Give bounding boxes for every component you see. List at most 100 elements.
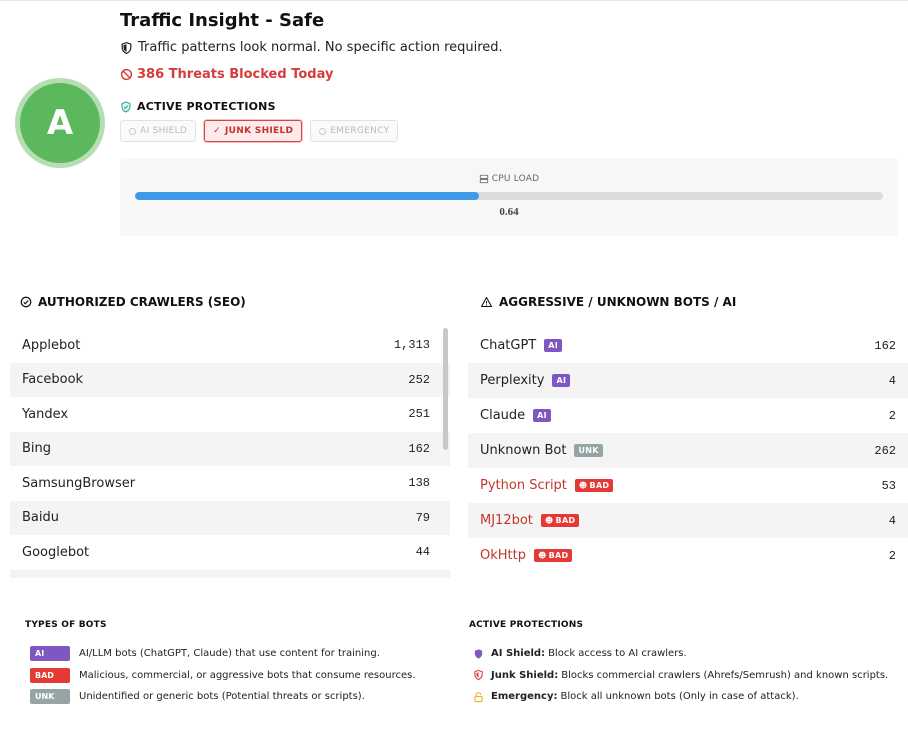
ai-badge: AI	[544, 339, 563, 352]
shield-icon	[121, 41, 132, 54]
bot-count: 4	[888, 513, 896, 528]
crawler-count: 79	[415, 510, 430, 525]
legend-text: Block access to AI crawlers.	[548, 648, 687, 660]
crawler-name: Facebook	[22, 372, 84, 388]
bot-name-text: ChatGPT	[480, 338, 537, 353]
status-message-text: Traffic patterns look normal. No specifi…	[138, 40, 503, 55]
bot-name-text: Python Script	[480, 478, 567, 493]
authorized-list-scrollbar[interactable]	[443, 328, 448, 450]
bot-count: 262	[874, 443, 896, 458]
skull-icon: ☻	[537, 551, 547, 560]
bot-name-text: MJ12bot	[480, 513, 533, 528]
list-item: Yandex 251	[10, 397, 450, 432]
legend-text: Block all unknown bots (Only in case of …	[560, 691, 799, 703]
ai-shield-icon	[471, 648, 485, 660]
list-item: ChatGPT AI 162	[468, 328, 908, 363]
protection-shield-icon	[121, 100, 131, 113]
ai-shield-label: AI SHIELD	[140, 126, 188, 136]
legend-text: Unidentified or generic bots (Potential …	[79, 691, 365, 703]
threats-blocked: 386 Threats Blocked Today	[120, 67, 333, 82]
authorized-crawlers-list[interactable]: Applebot 1,313 Facebook 252 Yandex 251 Bing…	[10, 328, 450, 578]
cpu-load-panel: CPU LOAD 0.64	[120, 158, 898, 236]
crawler-name: Applebot	[22, 337, 81, 353]
bad-legend-badge: BAD	[30, 667, 70, 683]
list-item: Facebook 252	[10, 362, 450, 397]
cpu-load-label: CPU LOAD	[491, 174, 540, 184]
junk-shield-toggle[interactable]: ✓ JUNK SHIELD	[204, 120, 303, 142]
bot-name: Claude AI	[480, 408, 551, 423]
bot-count: 4	[888, 373, 896, 388]
list-item	[10, 569, 450, 578]
bot-name: OkHttp ☻ BAD	[480, 548, 573, 563]
legend-text: AI/LLM bots (ChatGPT, Claude) that use c…	[79, 648, 380, 660]
bot-name-text: OkHttp	[480, 548, 526, 563]
crawler-name: Yandex	[22, 406, 69, 422]
legend-text: Blocks commercial crawlers (Ahrefs/Semru…	[561, 669, 889, 681]
list-item: Googlebot 44	[10, 535, 450, 570]
bad-badge-label: BAD	[589, 481, 610, 490]
unk-legend-badge: UNK	[30, 689, 70, 705]
crawler-count: 44	[415, 545, 430, 560]
page-title: Traffic Insight - Safe	[120, 10, 325, 31]
protections-legend: AI Shield: Block access to AI crawlers. …	[471, 643, 888, 708]
bot-count: 2	[888, 408, 896, 423]
cpu-load-heading: CPU LOAD	[120, 174, 898, 184]
junk-shield-label: JUNK SHIELD	[224, 126, 294, 136]
list-item: Bing 162	[10, 431, 450, 466]
legend-title: Junk Shield:	[491, 669, 559, 681]
top-divider	[0, 0, 908, 1]
bad-badge: ☻ BAD	[540, 514, 580, 527]
bot-name-text: Perplexity	[480, 373, 545, 388]
skull-icon: ☻	[578, 481, 588, 490]
list-item: Claude AI 2	[468, 398, 908, 433]
crawler-name: Googlebot	[22, 544, 90, 560]
crawler-count: 162	[408, 441, 430, 456]
crawler-name: SamsungBrowser	[22, 475, 136, 491]
aggressive-bots-list: ChatGPT AI 162 Perplexity AI 4 Claude AI 2 …	[468, 328, 908, 573]
aggressive-bots-title: AGGRESSIVE / UNKNOWN BOTS / AI	[499, 295, 737, 309]
emergency-label: EMERGENCY	[330, 126, 390, 136]
list-item: OkHttp ☻ BAD 2	[468, 538, 908, 573]
ai-legend-badge: AI	[30, 646, 70, 662]
bad-badge: ☻ BAD	[533, 549, 573, 562]
bot-count: 53	[881, 478, 896, 493]
list-item: SamsungBrowser 138	[10, 466, 450, 501]
crawler-count: 1,313	[393, 338, 430, 353]
types-of-bots-heading: TYPES OF BOTS	[25, 620, 107, 630]
crawler-name: Bing	[22, 441, 52, 457]
legend-item: BAD Malicious, commercial, or aggressive …	[30, 665, 416, 687]
junk-shield-icon	[471, 669, 485, 681]
status-message: Traffic patterns look normal. No specifi…	[120, 40, 503, 55]
emergency-toggle[interactable]: EMERGENCY	[310, 120, 399, 142]
check-icon: ✓	[213, 126, 221, 136]
crawler-name: Baidu	[22, 510, 59, 526]
bad-badge-label: BAD	[548, 551, 569, 560]
legend-item: Emergency: Block all unknown bots (Only …	[471, 686, 888, 708]
cpu-load-bar	[135, 192, 883, 200]
bot-name: Python Script ☻ BAD	[480, 478, 614, 493]
active-protections-title: ACTIVE PROTECTIONS	[137, 100, 276, 113]
bad-badge-label: BAD	[555, 516, 576, 525]
circle-icon	[129, 127, 136, 135]
legend-title: Emergency:	[491, 691, 558, 703]
authorized-crawlers-heading: AUTHORIZED CRAWLERS (SEO)	[20, 295, 246, 309]
crawler-count: 251	[408, 407, 430, 422]
bot-name-text: Unknown Bot	[480, 443, 567, 458]
legend-item: Junk Shield: Blocks commercial crawlers …	[471, 665, 888, 687]
active-protections-heading: ACTIVE PROTECTIONS	[120, 100, 276, 113]
legend-item: AI AI/LLM bots (ChatGPT, Claude) that use…	[30, 643, 416, 665]
crawler-count: 138	[408, 476, 430, 491]
bot-name: ChatGPT AI	[480, 338, 563, 353]
bad-badge: ☻ BAD	[574, 479, 614, 492]
check-circle-icon	[20, 296, 32, 308]
types-of-bots-legend: AI AI/LLM bots (ChatGPT, Claude) that use…	[30, 643, 416, 708]
legend-item: AI Shield: Block access to AI crawlers.	[471, 643, 888, 665]
grade-badge: A	[15, 78, 105, 168]
bot-count: 162	[874, 338, 896, 353]
ai-shield-toggle[interactable]: AI SHIELD	[120, 120, 197, 142]
ai-badge: AI	[533, 409, 551, 422]
list-item: Unknown Bot UNK 262	[468, 433, 908, 468]
bot-count: 2	[888, 548, 896, 563]
list-item: Perplexity AI 4	[468, 363, 908, 398]
legend-item: UNK Unidentified or generic bots (Potenti…	[30, 686, 416, 708]
